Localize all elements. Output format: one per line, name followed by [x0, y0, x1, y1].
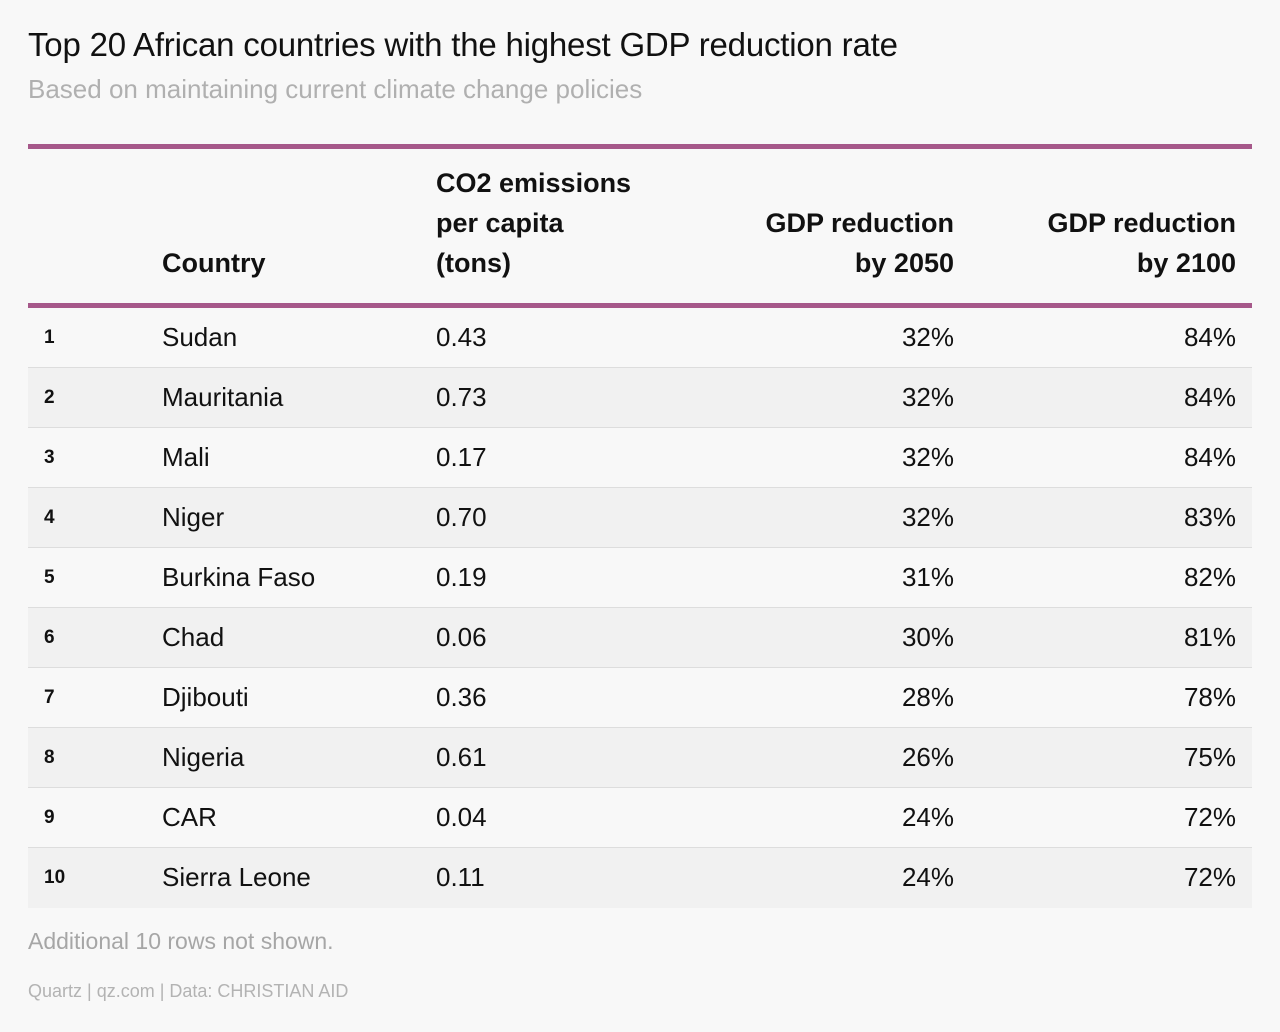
gdp-2100-cell: 72% — [1183, 802, 1236, 832]
co2-cell: 0.36 — [436, 682, 487, 712]
column-header-gdp-2100-line2: by 2100 — [1136, 248, 1236, 278]
gdp-2050-cell: 32% — [901, 502, 954, 532]
gdp-2050-cell: 32% — [901, 382, 954, 412]
gdp-2100-cell: 82% — [1183, 562, 1236, 592]
rank-cell: 5 — [44, 567, 55, 588]
gdp-2100-cell: 84% — [1183, 382, 1236, 412]
country-cell: Sierra Leone — [162, 862, 311, 892]
gdp-2100-cell: 75% — [1183, 742, 1236, 772]
column-header-gdp-2050-line1: GDP reduction — [765, 208, 954, 238]
gdp-2050-cell: 30% — [901, 622, 954, 652]
co2-cell: 0.43 — [436, 322, 487, 352]
column-header-gdp-2050-line2: by 2050 — [854, 248, 954, 278]
column-header-gdp-2100: GDP reduction by 2100 — [1047, 203, 1236, 283]
rank-cell: 6 — [44, 627, 55, 648]
table-row: 6 Chad 0.06 30% 81% — [28, 608, 1252, 668]
column-header-co2-line1: CO2 emissions — [436, 168, 632, 198]
country-cell: Mali — [162, 442, 210, 472]
co2-cell: 0.19 — [436, 562, 487, 592]
co2-cell: 0.70 — [436, 502, 487, 532]
table-note: Additional 10 rows not shown. — [28, 928, 334, 954]
country-cell: Djibouti — [162, 682, 249, 712]
column-header-country-label: Country — [162, 248, 266, 278]
column-header-country: Country — [162, 243, 266, 283]
table-row: 10 Sierra Leone 0.11 24% 72% — [28, 848, 1252, 908]
column-header-co2-line3: (tons) — [436, 248, 511, 278]
chart-subtitle: Based on maintaining current climate cha… — [28, 74, 643, 104]
table-body: 1 Sudan 0.43 32% 84% 2 Mauritania 0.73 32% 84% 3 Ma… — [28, 308, 1252, 908]
table-row: 4 Niger 0.70 32% 83% — [28, 488, 1252, 548]
rank-cell: 1 — [44, 327, 55, 348]
column-header-co2: CO2 emissions per capita (tons) — [436, 163, 631, 283]
gdp-2100-cell: 83% — [1183, 502, 1236, 532]
rank-cell: 8 — [44, 747, 55, 768]
country-cell: Mauritania — [162, 382, 284, 412]
rank-cell: 2 — [44, 387, 55, 408]
table-row: 9 CAR 0.04 24% 72% — [28, 788, 1252, 848]
country-cell: Nigeria — [162, 742, 245, 772]
table-row: 1 Sudan 0.43 32% 84% — [28, 308, 1252, 368]
co2-cell: 0.61 — [436, 742, 487, 772]
table-row: 5 Burkina Faso 0.19 31% 82% — [28, 548, 1252, 608]
co2-cell: 0.06 — [436, 622, 487, 652]
column-header-gdp-2050: GDP reduction by 2050 — [765, 203, 954, 283]
gdp-2050-cell: 32% — [901, 442, 954, 472]
data-table: Country CO2 emissions per capita (tons) … — [28, 144, 1252, 908]
gdp-2050-cell: 24% — [901, 802, 954, 832]
chart-title: Top 20 African countries with the highes… — [28, 26, 898, 63]
table-header: Country CO2 emissions per capita (tons) … — [28, 149, 1252, 303]
rank-cell: 4 — [44, 507, 55, 528]
country-cell: Chad — [162, 622, 225, 652]
gdp-2050-cell: 31% — [901, 562, 954, 592]
rank-cell: 7 — [44, 687, 55, 708]
country-cell: Burkina Faso — [162, 562, 316, 592]
rank-cell: 3 — [44, 447, 55, 468]
column-header-co2-line2: per capita — [436, 208, 564, 238]
gdp-2050-cell: 24% — [901, 862, 954, 892]
co2-cell: 0.04 — [436, 802, 487, 832]
country-cell: Sudan — [162, 322, 238, 352]
gdp-2100-cell: 78% — [1183, 682, 1236, 712]
country-cell: CAR — [162, 802, 217, 832]
rank-cell: 10 — [44, 867, 66, 888]
gdp-2100-cell: 84% — [1183, 442, 1236, 472]
co2-cell: 0.73 — [436, 382, 487, 412]
column-header-gdp-2100-line1: GDP reduction — [1047, 208, 1236, 238]
table-row: 2 Mauritania 0.73 32% 84% — [28, 368, 1252, 428]
gdp-2050-cell: 28% — [901, 682, 954, 712]
header-bottom-rule — [28, 303, 1252, 308]
gdp-2100-cell: 72% — [1183, 862, 1236, 892]
rank-cell: 9 — [44, 807, 55, 828]
table-row: 3 Mali 0.17 32% 84% — [28, 428, 1252, 488]
table-row: 7 Djibouti 0.36 28% 78% — [28, 668, 1252, 728]
gdp-2100-cell: 84% — [1183, 322, 1236, 352]
co2-cell: 0.11 — [436, 862, 485, 892]
gdp-2050-cell: 26% — [901, 742, 954, 772]
co2-cell: 0.17 — [436, 442, 487, 472]
gdp-2100-cell: 81% — [1183, 622, 1236, 652]
source-credit: Quartz | qz.com | Data: CHRISTIAN AID — [28, 981, 349, 1001]
gdp-2050-cell: 32% — [901, 322, 954, 352]
header-top-rule — [28, 144, 1252, 149]
table-row: 8 Nigeria 0.61 26% 75% — [28, 728, 1252, 788]
country-cell: Niger — [162, 502, 225, 532]
